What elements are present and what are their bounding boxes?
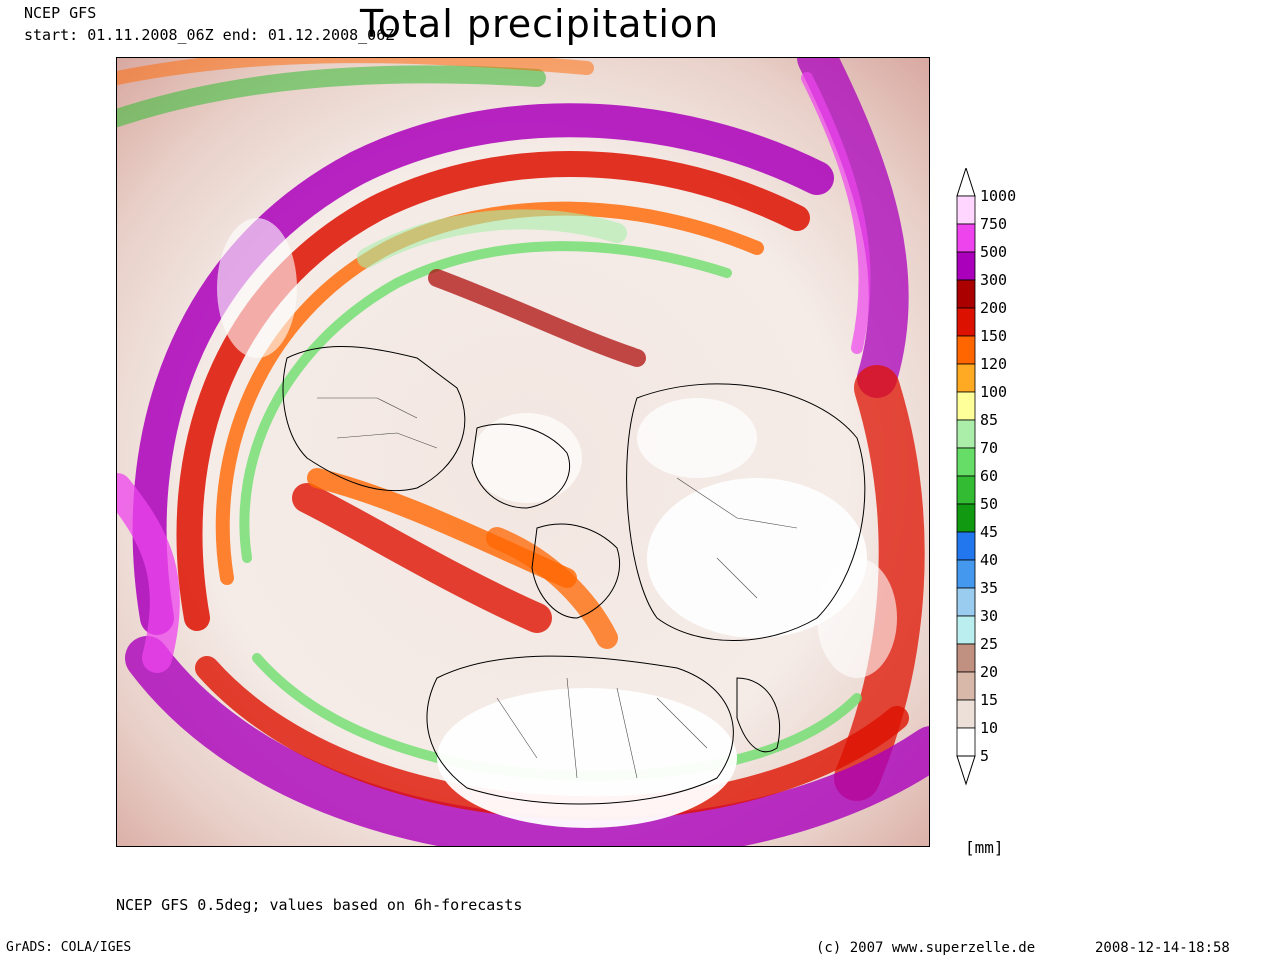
colorbar-tick-label: 40 — [980, 551, 999, 569]
band-mid-atlantic-red — [292, 483, 552, 633]
band-east-purple — [797, 58, 909, 398]
colorbar-tick-label: 50 — [980, 495, 999, 513]
coast-asia — [626, 383, 866, 641]
colorbar-tick-label: 35 — [980, 579, 999, 597]
colorbar-swatch — [956, 391, 976, 421]
colorbar-swatch — [956, 503, 976, 533]
colorbar-arrow-top — [956, 168, 976, 197]
colorbar-swatch — [956, 447, 976, 477]
colorbar-swatch — [956, 475, 976, 505]
colorbar-swatch — [956, 587, 976, 617]
band-europe-orange — [486, 527, 618, 649]
dry-southeast — [817, 558, 897, 678]
colorbar-tick-label: 60 — [980, 467, 999, 485]
grads-credit: GrADS: COLA/IGES — [6, 940, 132, 955]
colorbar-tick-label: 70 — [980, 439, 999, 457]
colorbar-swatch — [956, 279, 976, 309]
colorbar-swatch — [956, 699, 976, 729]
coast-greenland — [471, 423, 571, 509]
band-top-red — [117, 58, 594, 85]
colorbar-tick-label: 15 — [980, 691, 999, 709]
coast-north-america — [282, 345, 466, 492]
copyright: (c) 2007 www.superzelle.de — [816, 940, 1036, 956]
band-top-green — [117, 65, 546, 127]
colorbar-tick-label: 500 — [980, 243, 1008, 261]
forecast-period: start: 01.11.2008_06Z end: 01.12.2008_06… — [24, 26, 395, 44]
colorbar — [956, 168, 976, 786]
colorbar-unit: [mm] — [965, 838, 1004, 857]
coastlines — [282, 345, 866, 805]
band-outer-purple — [132, 103, 834, 635]
colorbar-tick-label: 100 — [980, 383, 1008, 401]
colorbar-arrow-bottom — [956, 755, 976, 786]
colorbar-swatch — [956, 195, 976, 225]
coast-europe — [531, 523, 621, 619]
colorbar-swatch — [956, 643, 976, 673]
coast-india — [736, 677, 781, 753]
colorbar-swatch — [956, 727, 976, 757]
colorbar-swatch — [956, 615, 976, 645]
dry-siberia — [637, 398, 757, 478]
colorbar-tick-label: 30 — [980, 607, 999, 625]
colorbar-tick-label: 45 — [980, 523, 999, 541]
dry-areas — [217, 218, 897, 828]
colorbar-tick-label: 750 — [980, 215, 1008, 233]
colorbar-swatch — [956, 335, 976, 365]
band-arctic-red — [428, 269, 646, 367]
colorbar-swatch — [956, 671, 976, 701]
colorbar-swatch — [956, 559, 976, 589]
colorbar-tick-label: 200 — [980, 299, 1008, 317]
borders — [317, 397, 798, 779]
dry-pacific-cell — [217, 218, 297, 358]
band-outer-red — [176, 150, 810, 631]
band-south-purple — [125, 636, 929, 846]
colorbar-tick-label: 20 — [980, 663, 999, 681]
colorbar-tick-label: 150 — [980, 327, 1008, 345]
colorbar-swatch — [956, 419, 976, 449]
model-name: NCEP GFS — [24, 4, 97, 22]
colorbar-tick-label: 5 — [980, 747, 990, 765]
timestamp: 2008-12-14-18:58 — [1095, 940, 1230, 956]
dry-central-asia — [647, 478, 867, 638]
colorbar-tick-label: 300 — [980, 271, 1008, 289]
coast-africa — [426, 655, 734, 805]
band-outer-green — [239, 241, 732, 563]
colorbar-swatch — [956, 307, 976, 337]
colorbar-swatch — [956, 251, 976, 281]
colorbar-tick-label: 85 — [980, 411, 999, 429]
dry-greenland — [472, 413, 582, 503]
colorbar-tick-label: 1000 — [980, 187, 1017, 205]
data-source-note: NCEP GFS 0.5deg; values based on 6h-fore… — [116, 896, 523, 914]
band-east-magenta — [801, 72, 871, 354]
band-arctic-green — [357, 209, 627, 268]
colorbar-tick-label: 25 — [980, 635, 999, 653]
map-title: Total precipitation — [360, 2, 720, 46]
colorbar-swatch — [956, 363, 976, 393]
colorbar-tick-label: 10 — [980, 719, 999, 737]
colorbar-swatch — [956, 531, 976, 561]
precipitation-map — [116, 57, 930, 847]
band-west-purple — [117, 473, 180, 673]
colorbar-tick-label: 120 — [980, 355, 1008, 373]
colorbar-swatch — [956, 223, 976, 253]
dry-africa — [437, 688, 737, 828]
